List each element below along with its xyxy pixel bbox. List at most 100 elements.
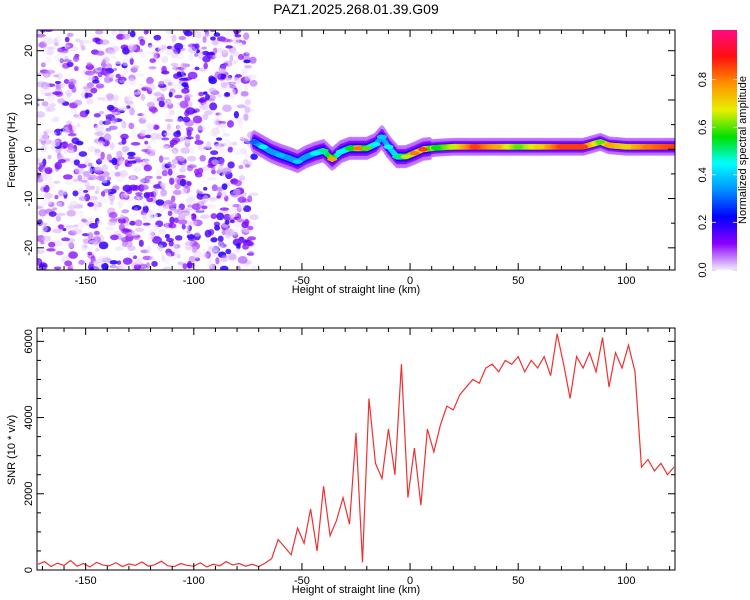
noise-blob xyxy=(145,245,152,254)
noise-blob xyxy=(192,78,201,82)
noise-blob xyxy=(142,36,148,41)
noise-blob xyxy=(73,224,79,228)
noise-blob xyxy=(40,145,47,153)
noise-blob xyxy=(43,37,53,45)
noise-blob xyxy=(73,99,83,106)
noise-blob xyxy=(203,62,208,70)
noise-blob xyxy=(48,211,57,217)
noise-blob xyxy=(147,232,155,240)
noise-blob xyxy=(210,150,219,156)
noise-blob xyxy=(82,85,92,90)
noise-blob xyxy=(159,145,169,150)
colorbar-cell xyxy=(712,102,737,105)
noise-blob xyxy=(238,120,243,129)
noise-blob xyxy=(95,64,103,73)
noise-blob xyxy=(148,66,157,70)
noise-blob xyxy=(54,80,62,84)
ridge-point xyxy=(301,154,312,159)
snr-xtick-label: -100 xyxy=(183,575,205,587)
noise-blob xyxy=(173,217,180,224)
noise-blob xyxy=(187,196,195,203)
noise-blob xyxy=(95,37,101,41)
noise-blob xyxy=(107,73,115,79)
colorbar-cell xyxy=(712,170,737,173)
colorbar-cell xyxy=(712,90,737,93)
noise-blob xyxy=(63,189,68,195)
colorbar-cell xyxy=(712,124,737,127)
noise-blob xyxy=(130,130,138,138)
noise-blob xyxy=(68,78,77,85)
noise-blob xyxy=(94,149,102,157)
noise-blob xyxy=(208,129,218,137)
noise-blob xyxy=(121,120,127,129)
noise-blob xyxy=(181,82,189,88)
noise-blob xyxy=(244,154,251,160)
noise-blob xyxy=(76,123,81,128)
noise-blob xyxy=(84,70,95,76)
noise-blob xyxy=(165,48,172,56)
colorbar-cell xyxy=(712,118,737,121)
noise-blob xyxy=(42,198,53,206)
colorbar-cell xyxy=(712,108,737,111)
noise-blob xyxy=(202,35,207,43)
colorbar-cell xyxy=(712,232,737,235)
noise-blob xyxy=(153,124,160,130)
colorbar-cell xyxy=(712,68,737,71)
colorbar-cell xyxy=(712,224,737,227)
noise-blob xyxy=(87,146,97,153)
noise-blob xyxy=(82,238,92,244)
colorbar-cell xyxy=(712,238,737,241)
colorbar-cell xyxy=(712,154,737,157)
noise-blob xyxy=(146,197,154,203)
noise-blob xyxy=(41,183,47,188)
noise-blob xyxy=(204,229,212,238)
noise-blob xyxy=(170,195,176,203)
noise-blob xyxy=(167,210,173,217)
noise-blob xyxy=(244,99,251,106)
colorbar-cell xyxy=(712,198,737,201)
colorbar-cell xyxy=(712,114,737,117)
colorbar-cell xyxy=(712,192,737,195)
colorbar-cell xyxy=(712,74,737,77)
noise-blob xyxy=(244,65,252,69)
noise-blob xyxy=(115,73,121,79)
noise-blob xyxy=(120,44,129,50)
colorbar-cell xyxy=(712,186,737,189)
noise-blob xyxy=(248,73,257,81)
noise-blob xyxy=(167,100,173,106)
noise-blob xyxy=(233,60,238,65)
noise-blob xyxy=(194,31,202,39)
noise-blob xyxy=(198,91,204,97)
snr-ytick-label: 4000 xyxy=(23,405,35,429)
noise-blob xyxy=(241,40,247,45)
colorbar-cell xyxy=(712,214,737,217)
noise-blob xyxy=(119,159,126,167)
noise-blob xyxy=(127,155,135,160)
noise-blob xyxy=(168,223,177,229)
noise-blob xyxy=(77,174,83,182)
noise-blob xyxy=(163,132,171,136)
noise-blob xyxy=(240,227,246,233)
noise-blob xyxy=(151,51,159,55)
noise-blob xyxy=(226,203,234,207)
colorbar-cell xyxy=(712,92,737,95)
noise-blob xyxy=(221,183,228,191)
snr-ytick-label: 6000 xyxy=(23,329,35,353)
noise-blob xyxy=(92,79,100,84)
noise-blob xyxy=(210,213,218,220)
noise-blob xyxy=(146,214,155,222)
noise-blob xyxy=(222,62,229,66)
noise-blob xyxy=(121,58,130,67)
noise-blob xyxy=(187,46,198,54)
noise-blob xyxy=(71,125,78,132)
noise-blob xyxy=(151,236,162,244)
noise-blob xyxy=(240,68,249,75)
ridge-point xyxy=(344,146,355,151)
colorbar-cell xyxy=(712,158,737,161)
noise-blob xyxy=(161,137,170,141)
noise-blob xyxy=(226,82,236,90)
noise-blob xyxy=(164,233,170,239)
noise-blob xyxy=(96,96,106,101)
noise-blob xyxy=(229,254,237,260)
ridge-point xyxy=(361,146,372,151)
